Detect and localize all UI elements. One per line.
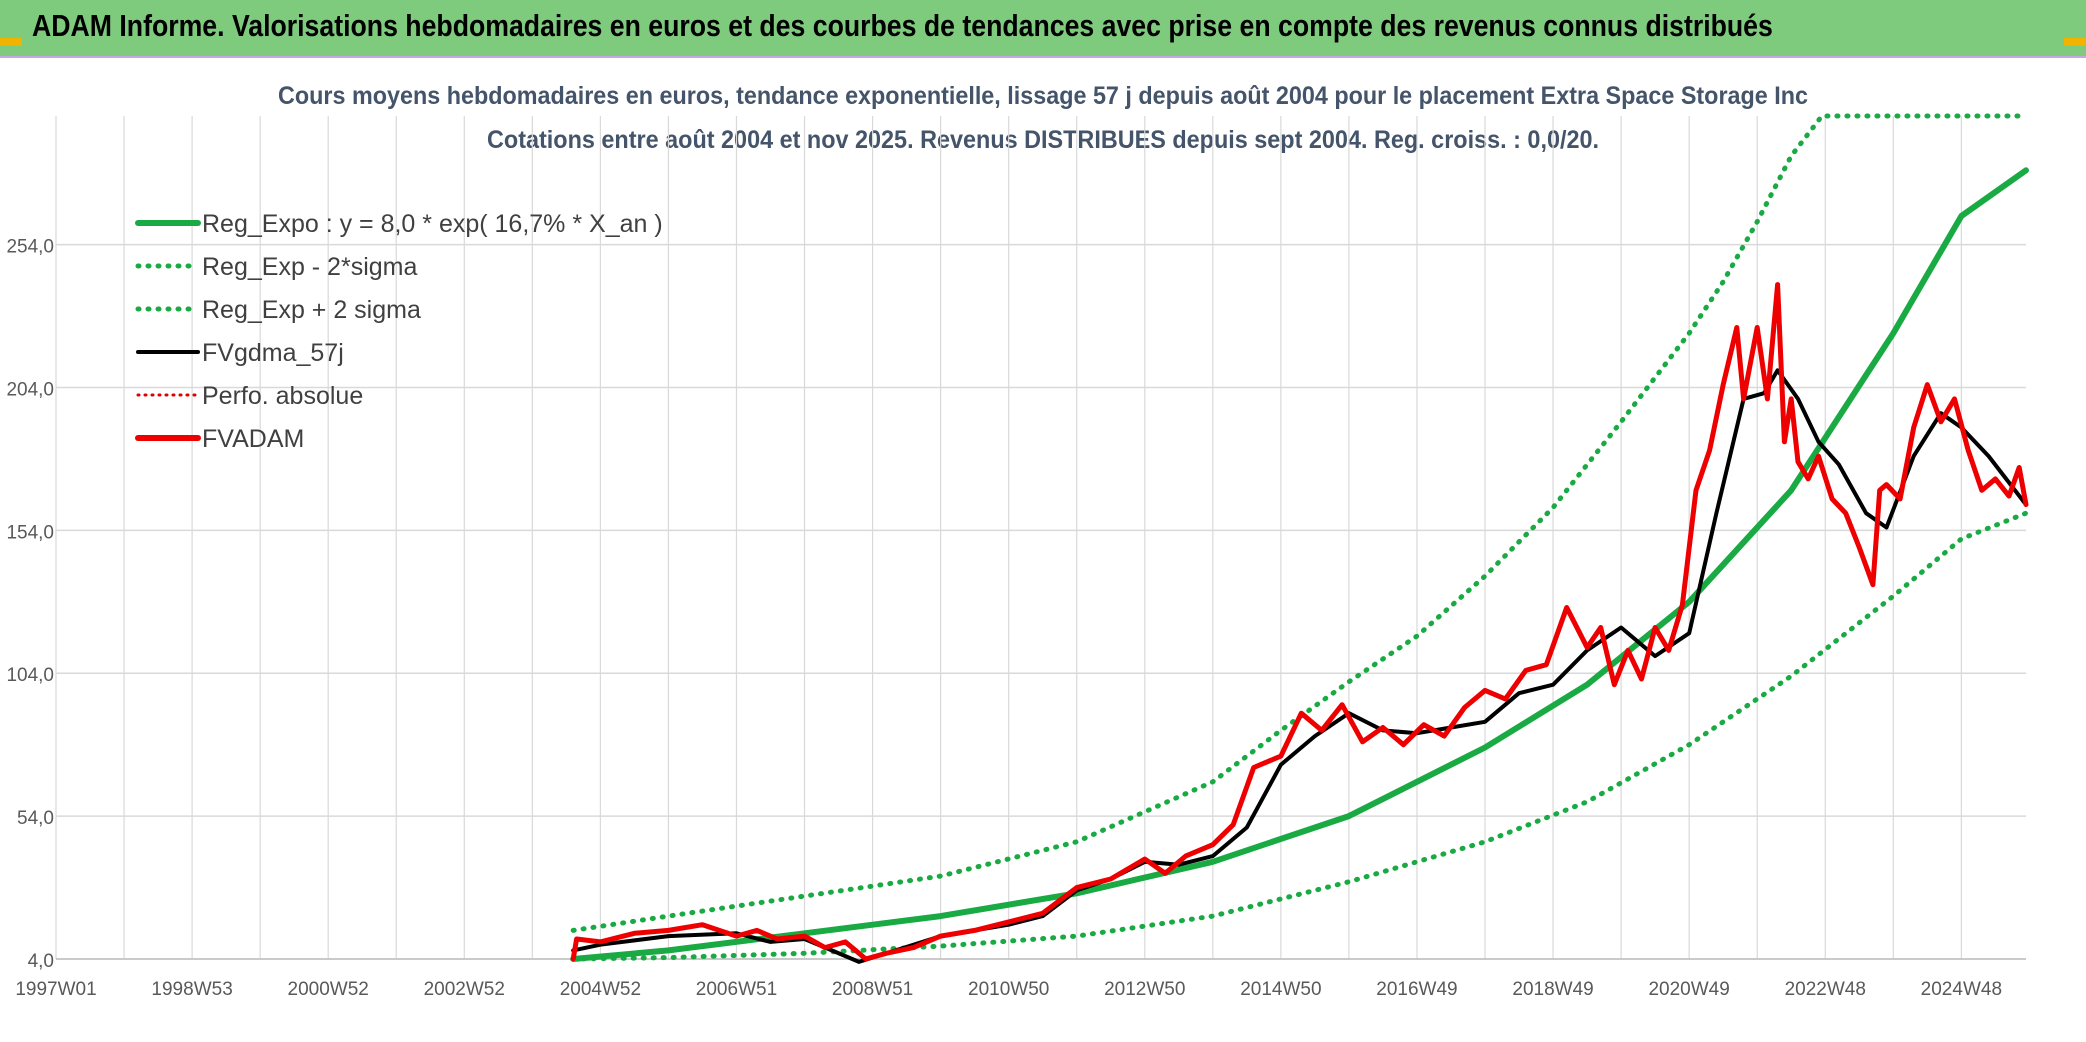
- series-line-4: [570, 282, 2029, 962]
- legend: Reg_Expo : y = 8,0 * exp( 16,7% * X_an )…: [135, 210, 663, 453]
- chart-subtitle: Cotations entre août 2004 et nov 2025. R…: [487, 126, 1599, 154]
- title-banner: ADAM Informe. Valorisations hebdomadaire…: [0, 0, 2086, 58]
- y-tick-label: 254,0: [6, 237, 54, 258]
- x-tick-label: 2020W49: [1648, 979, 1729, 1000]
- legend-label: FVgdma_57j: [202, 339, 344, 367]
- x-tick-label: 2022W48: [1785, 979, 1866, 1000]
- x-tick-label: 2004W52: [560, 979, 641, 1000]
- chart-title: Cours moyens hebdomadaires en euros, ten…: [278, 82, 1808, 110]
- y-axis-ticks: 4,0 54,0 104,0 154,0 204,0 254,0: [6, 237, 54, 972]
- x-tick-label: 2010W50: [968, 979, 1049, 1000]
- chart-area: Cours moyens hebdomadaires en euros, ten…: [0, 58, 2086, 1037]
- legend-label: Reg_Exp + 2 sigma: [202, 296, 421, 324]
- series-line-0: [570, 167, 2029, 962]
- grid-lines: [55, 116, 2026, 960]
- series-lines: [570, 113, 2029, 964]
- y-tick-label: 154,0: [6, 522, 54, 543]
- page-title: ADAM Informe. Valorisations hebdomadaire…: [32, 8, 1773, 43]
- legend-label: Reg_Expo : y = 8,0 * exp( 16,7% * X_an ): [202, 210, 663, 238]
- legend-label: Perfo. absolue: [202, 382, 363, 410]
- x-tick-label: 2000W52: [288, 979, 369, 1000]
- y-tick-label: 54,0: [17, 808, 54, 829]
- x-tick-label: 1998W53: [151, 979, 232, 1000]
- x-tick-label: 2024W48: [1921, 979, 2002, 1000]
- x-axis-ticks: 1997W01 1998W53 2000W52 2002W52 2004W52 2006W…: [15, 979, 2002, 1000]
- series-line-1: [570, 510, 2029, 962]
- x-tick-label: 2006W51: [696, 979, 777, 1000]
- y-tick-label: 4,0: [28, 951, 54, 972]
- series-line-2: [570, 113, 2029, 933]
- chart-svg: Cours moyens hebdomadaires en euros, ten…: [6, 82, 2029, 1000]
- y-tick-label: 204,0: [6, 379, 54, 400]
- x-tick-label: 2012W50: [1104, 979, 1185, 1000]
- x-tick-label: 2008W51: [832, 979, 913, 1000]
- legend-label: Reg_Exp - 2*sigma: [202, 253, 417, 281]
- corner-marker-right: [2064, 38, 2086, 46]
- legend-label: FVADAM: [202, 425, 304, 453]
- x-tick-label: 2018W49: [1512, 979, 1593, 1000]
- corner-marker-left: [0, 38, 22, 46]
- x-tick-label: 2014W50: [1240, 979, 1321, 1000]
- y-tick-label: 104,0: [6, 665, 54, 686]
- x-tick-label: 1997W01: [15, 979, 96, 1000]
- x-tick-label: 2016W49: [1376, 979, 1457, 1000]
- x-tick-label: 2002W52: [424, 979, 505, 1000]
